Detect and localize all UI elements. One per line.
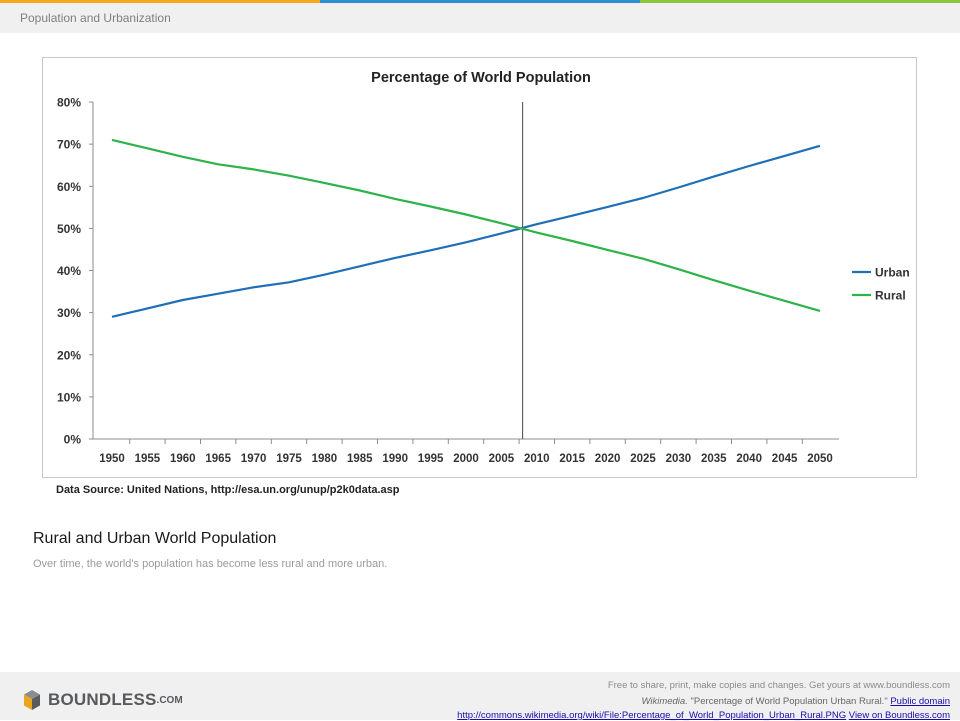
x-tick-label: 2015 [559, 453, 585, 465]
y-tick-label: 10% [57, 390, 81, 404]
caption-description: Over time, the world's population has be… [33, 558, 388, 570]
footer-license-text: Free to share, print, make copies and ch… [607, 680, 950, 691]
x-tick-label: 2035 [701, 453, 727, 465]
view-on-boundless-link[interactable]: View on Boundless.com [848, 710, 950, 721]
x-tick-label: 2005 [489, 453, 515, 465]
x-tick-label: 2020 [595, 453, 621, 465]
y-tick-label: 50% [57, 222, 81, 236]
attribution-source: Wikimedia. [641, 696, 688, 707]
footer-links: http://commons.wikimedia.org/wiki/File:P… [457, 710, 950, 721]
x-tick-label: 2010 [524, 453, 550, 465]
x-tick-label: 2000 [453, 453, 479, 465]
line-chart: Percentage of World Population 0% 10% 20% 3… [57, 70, 910, 465]
y-tick-label: 20% [57, 348, 81, 362]
data-source: Data Source: United Nations, http://esa.… [56, 484, 400, 496]
x-tick-label: 2050 [807, 453, 833, 465]
boundless-logo[interactable]: BOUNDLESS .COM [22, 689, 183, 711]
y-tick-label: 30% [57, 306, 81, 320]
chart-title: Percentage of World Population [371, 70, 591, 86]
y-tick-label: 40% [57, 264, 81, 278]
y-tick-label: 0% [64, 433, 82, 447]
x-tick-label: 1990 [382, 453, 408, 465]
header-bar: Population and Urbanization [0, 3, 960, 33]
x-tick-label: 1980 [312, 453, 338, 465]
y-tick-label: 80% [57, 96, 81, 110]
chart-frame: Percentage of World Population 0% 10% 20% 3… [42, 57, 917, 478]
page-title: Population and Urbanization [20, 11, 171, 25]
footer: BOUNDLESS .COM Free to share, print, make… [0, 672, 960, 721]
x-tick-label: 2045 [772, 453, 798, 465]
accent-orange [0, 0, 320, 3]
x-tick-label: 2025 [630, 453, 656, 465]
x-tick-label: 1970 [241, 453, 267, 465]
accent-blue [320, 0, 640, 3]
legend-label-rural: Rural [875, 289, 906, 303]
series-line-urban [111, 144, 821, 318]
caption-title: Rural and Urban World Population [33, 530, 277, 547]
footer-attribution: Wikimedia. "Percentage of World Populati… [641, 696, 950, 707]
public-domain-link[interactable]: Public domain [890, 696, 950, 707]
x-tick-label: 1995 [418, 453, 444, 465]
boundless-cube-icon [24, 690, 40, 710]
x-tick-label: 1960 [170, 453, 196, 465]
logo-suffix: .COM [156, 694, 183, 706]
series-line-rural [111, 138, 821, 312]
logo-text: BOUNDLESS [48, 690, 157, 709]
accent-green [640, 0, 960, 3]
x-tick-label: 2030 [666, 453, 692, 465]
wikimedia-file-link[interactable]: http://commons.wikimedia.org/wiki/File:P… [457, 710, 847, 721]
x-tick-label: 1965 [205, 453, 231, 465]
legend-label-urban: Urban [875, 266, 910, 280]
y-tick-label: 70% [57, 138, 81, 152]
x-tick-label: 1950 [99, 453, 125, 465]
top-accent-bar [0, 0, 960, 3]
x-tick-label: 1955 [135, 453, 161, 465]
x-tick-label: 1985 [347, 453, 373, 465]
y-tick-label: 60% [57, 180, 81, 194]
x-tick-label: 1975 [276, 453, 302, 465]
x-tick-label: 2040 [736, 453, 762, 465]
attribution-title: "Percentage of World Population Urban Ru… [687, 696, 891, 707]
